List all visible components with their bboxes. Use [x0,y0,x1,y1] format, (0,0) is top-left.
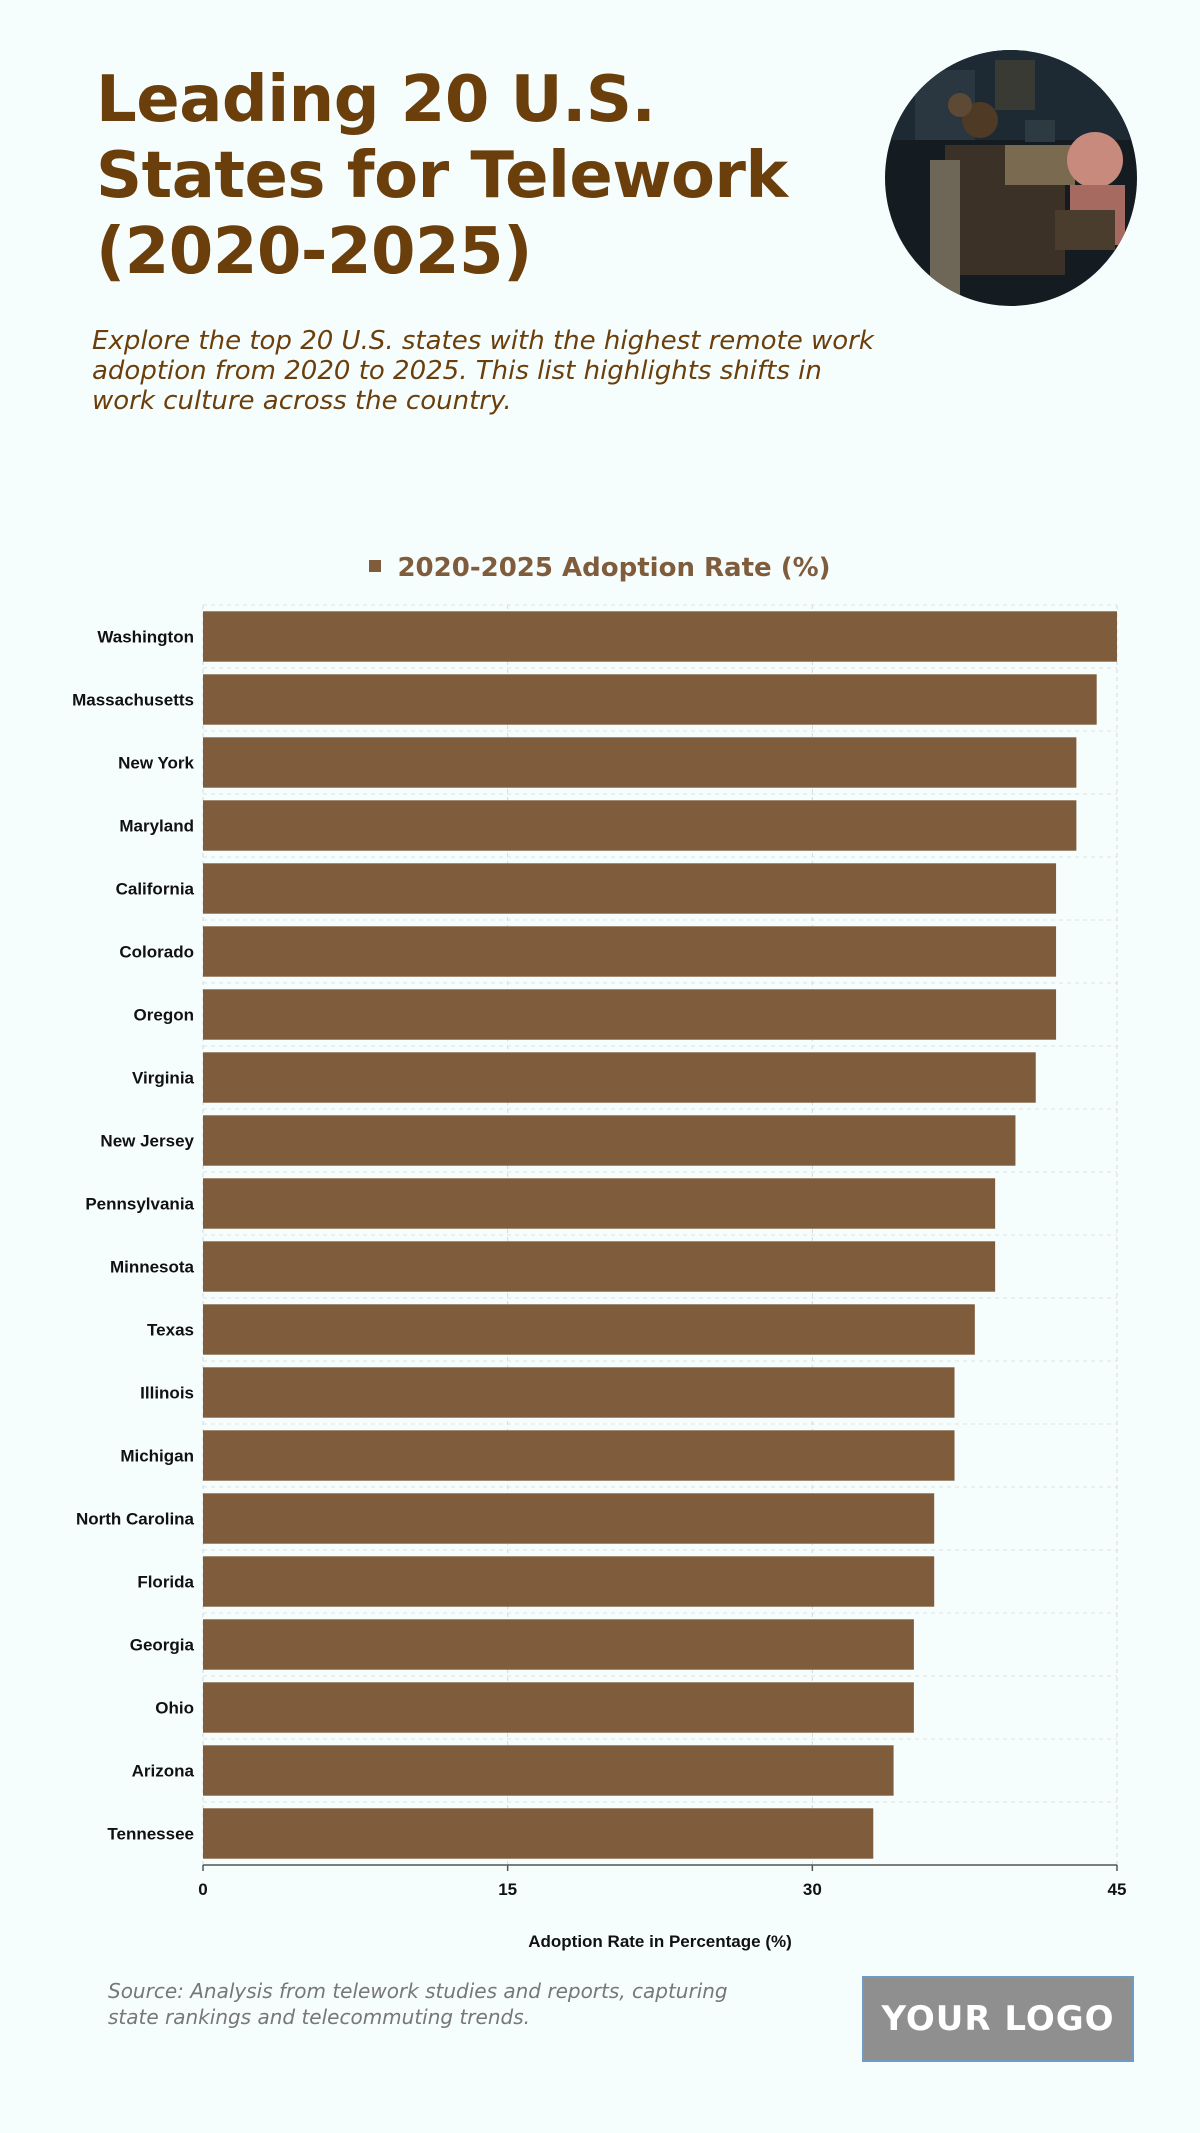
x-axis-title: Adoption Rate in Percentage (%) [528,1932,792,1951]
x-tick-label: 30 [803,1880,822,1899]
bar [203,1052,1036,1103]
bar [203,674,1097,725]
x-tick-label: 0 [198,1880,207,1899]
category-label: Virginia [132,1069,195,1088]
bar [203,1619,914,1670]
category-label: Texas [147,1321,194,1340]
bar [203,1556,935,1607]
bar [203,1808,874,1859]
bar [203,800,1077,851]
category-label: Ohio [155,1699,194,1718]
category-label: Arizona [132,1762,195,1781]
bar-chart: Washington Massachusetts New York Maryland C… [72,604,1127,1951]
category-label: New York [118,754,194,773]
category-label: Minnesota [110,1258,195,1277]
bar [203,989,1057,1040]
legend-label: 2020-2025 Adoption Rate (%) [397,553,831,583]
bar [203,1304,975,1355]
bar [203,863,1057,914]
category-label: Oregon [134,1006,194,1025]
legend-swatch [369,559,382,572]
category-label: California [116,880,195,899]
category-label: New Jersey [100,1132,194,1151]
bar [203,1115,1016,1166]
bar [203,1430,955,1481]
bar [203,611,1117,662]
chart-legend: 2020-2025 Adoption Rate (%) [0,553,1200,583]
bar [203,926,1057,977]
bar [203,1493,935,1544]
logo-placeholder: YOUR LOGO [862,1976,1134,2062]
category-label: Pennsylvania [85,1195,194,1214]
category-label: Georgia [130,1636,195,1655]
office-photo [885,50,1137,306]
category-label: Washington [97,628,194,647]
category-label: Massachusetts [72,691,194,710]
category-label: North Carolina [76,1510,195,1529]
category-label: Illinois [140,1384,194,1403]
source-note: Source: Analysis from telework studies a… [108,1979,728,2029]
bar [203,1682,914,1733]
x-tick-label: 15 [498,1880,517,1899]
x-tick-label: 45 [1108,1880,1127,1899]
bar [203,1178,996,1229]
category-label: Florida [137,1573,194,1592]
page-subtitle: Explore the top 20 U.S. states with the … [92,326,874,416]
category-label: Tennessee [107,1825,194,1844]
bar [203,1745,894,1796]
category-label: Michigan [120,1447,194,1466]
category-label: Maryland [119,817,194,836]
bar [203,1241,996,1292]
bar [203,737,1077,788]
page-title: Leading 20 U.S. States for Telework (202… [96,63,788,289]
bar [203,1367,955,1418]
category-label: Colorado [119,943,194,962]
